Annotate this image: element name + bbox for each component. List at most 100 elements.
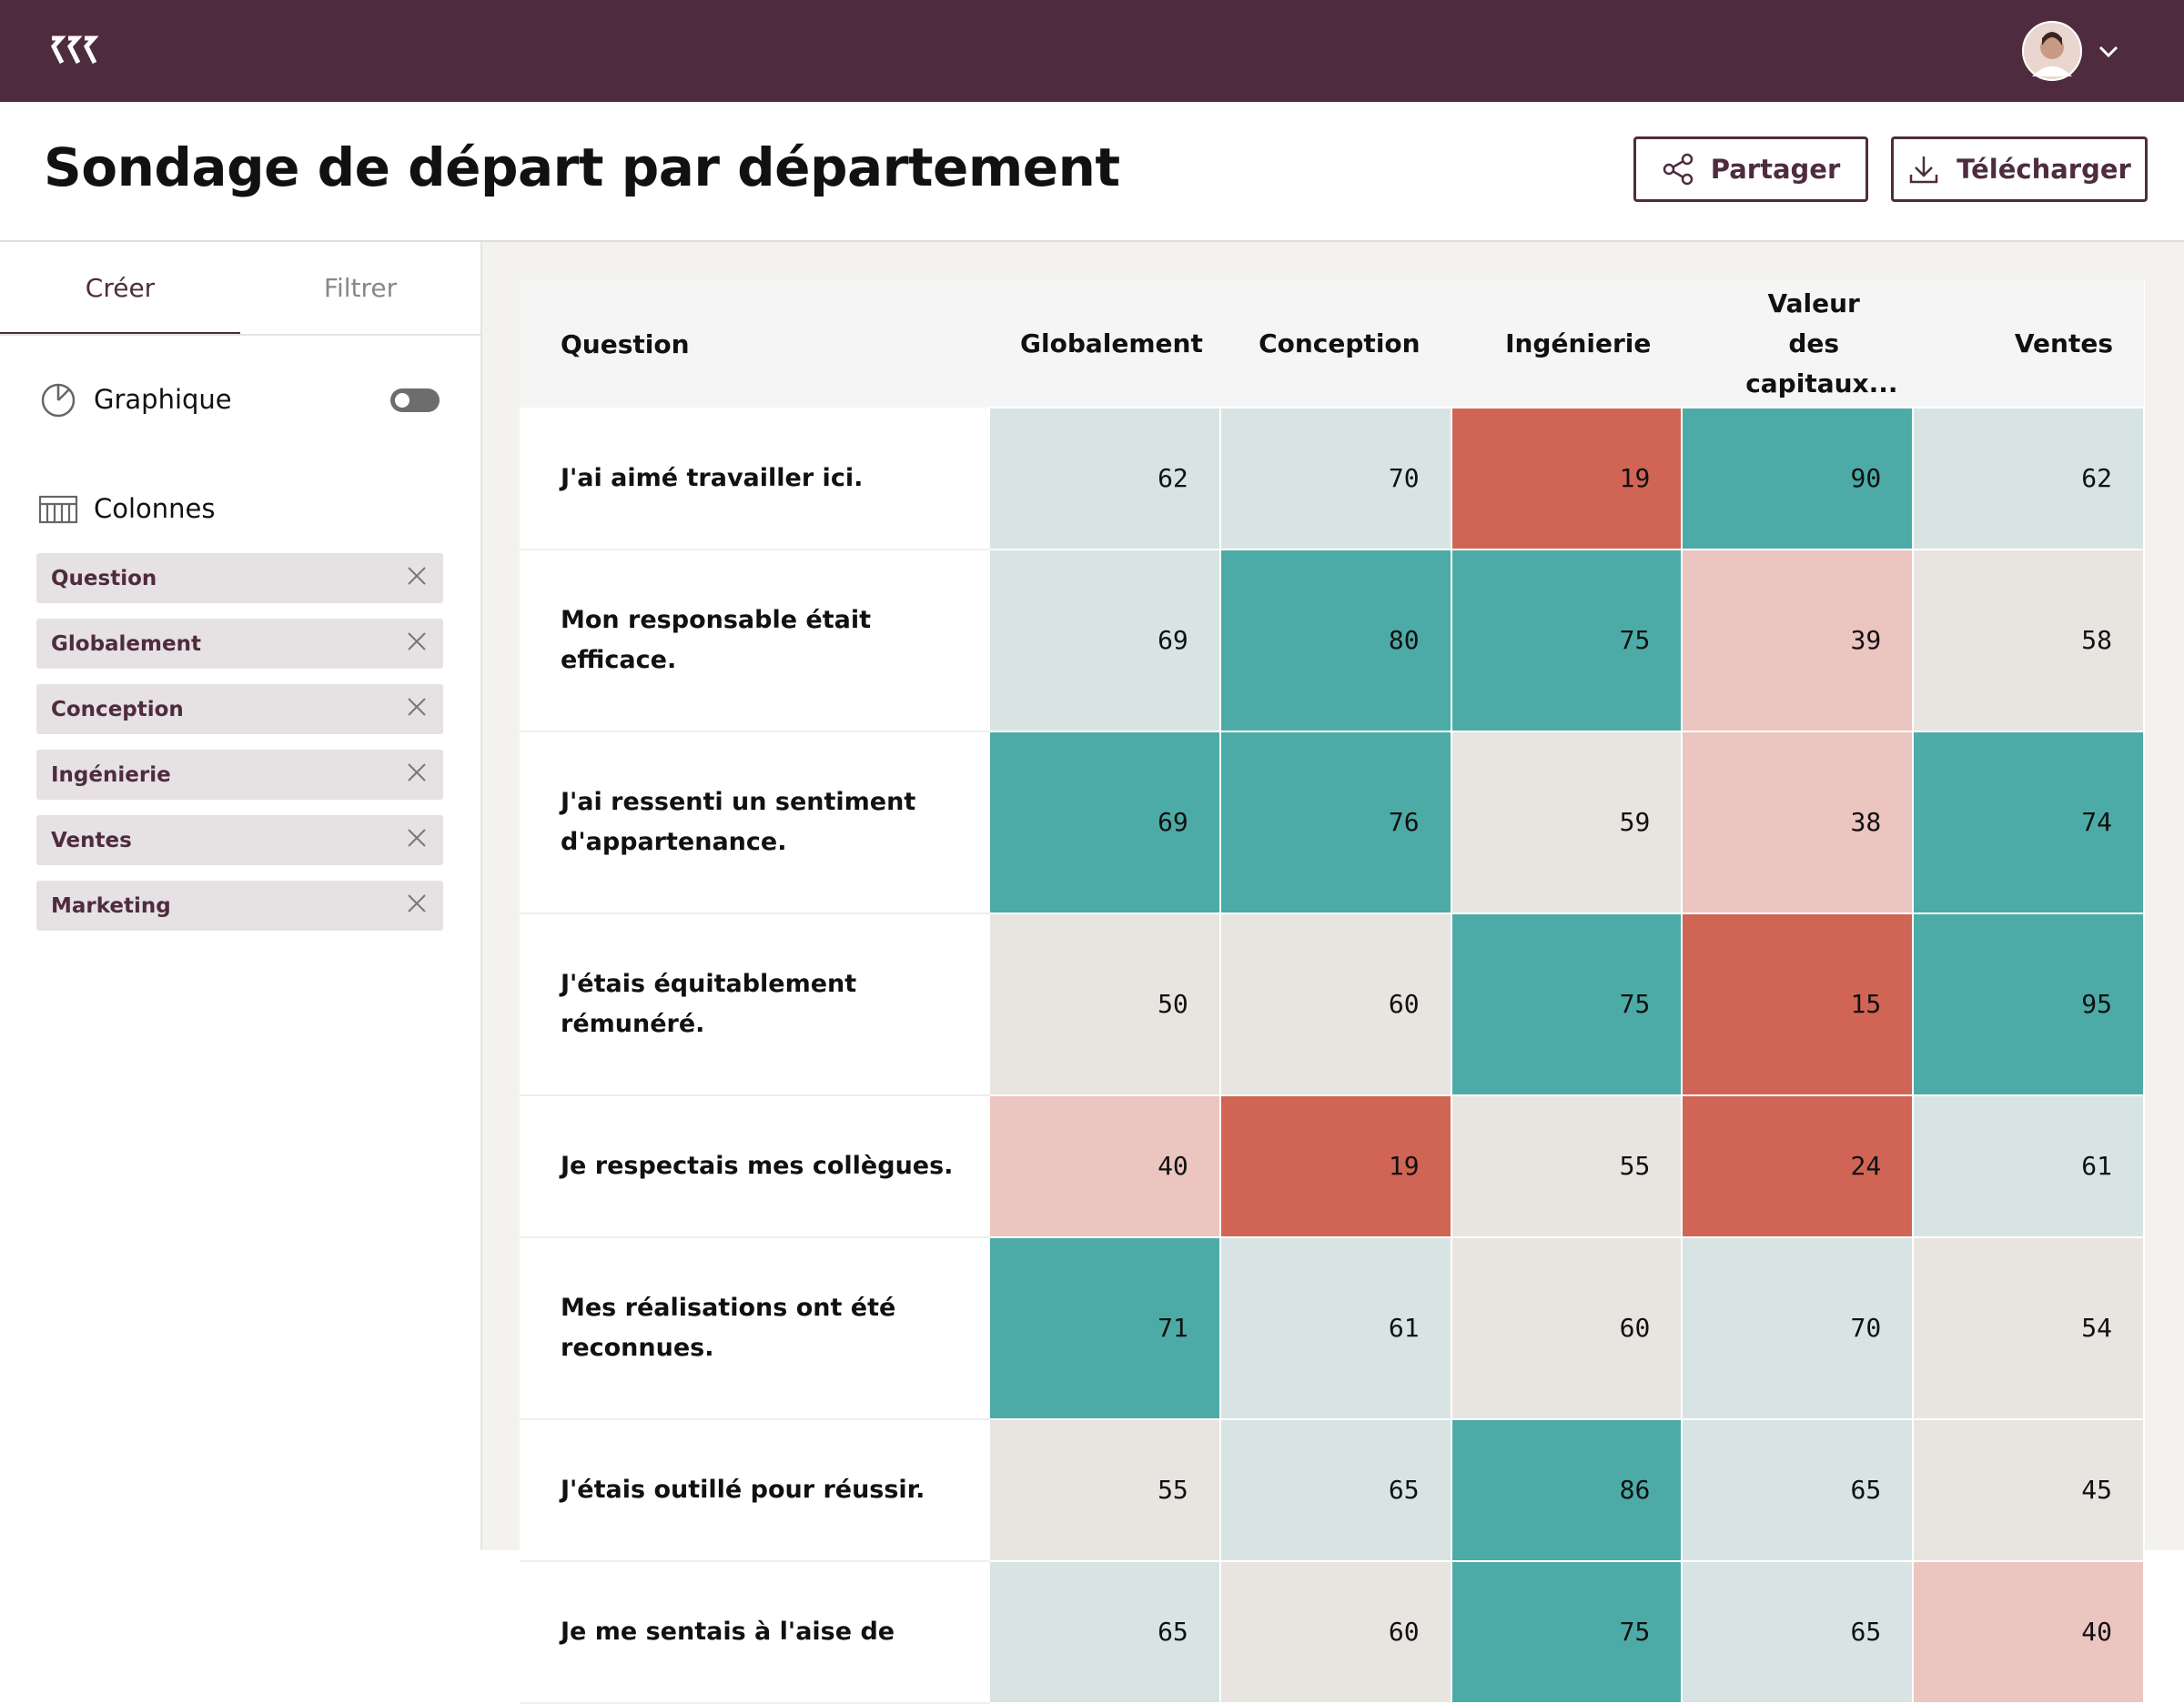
value-cell: 58: [1912, 549, 2145, 732]
button-label: Partager: [1710, 154, 1841, 185]
table-row: J'ai ressenti un sentiment d'appartenanc…: [520, 731, 2145, 914]
value-cell: 95: [1912, 912, 2145, 1096]
value-cell: 15: [1681, 912, 1915, 1096]
value-cell: 65: [1218, 1418, 1452, 1562]
remove-button[interactable]: [407, 828, 427, 853]
column-header[interactable]: Question: [520, 281, 989, 408]
chip-label: Marketing: [51, 893, 171, 918]
question-cell: J'étais équitablement rémunéré.: [520, 913, 989, 1096]
user-menu[interactable]: [2020, 20, 2120, 82]
remove-button[interactable]: [407, 893, 427, 919]
close-icon: [408, 828, 426, 847]
question-text: J'ai ressenti un sentiment d'appartenanc…: [561, 788, 916, 856]
value-cell: 69: [988, 731, 1221, 914]
logo[interactable]: [49, 35, 98, 67]
close-icon: [408, 566, 426, 585]
value-cell: 24: [1681, 1094, 1915, 1238]
chart-icon: [41, 383, 76, 418]
value-cell: 76: [1218, 731, 1452, 914]
value-cell: 70: [1218, 407, 1452, 550]
page-title: Sondage de départ par département: [44, 136, 1120, 198]
download-button[interactable]: Télécharger: [1891, 136, 2148, 202]
value-cell: 86: [1450, 1418, 1684, 1562]
question-text: Mon responsable était efficace.: [561, 606, 872, 674]
value-cell: 90: [1681, 407, 1915, 550]
question-text: J'étais outillé pour réussir.: [561, 1476, 925, 1504]
value-cell: 39: [1681, 549, 1915, 732]
question-cell: J'ai aimé travailler ici.: [520, 408, 989, 550]
chip-label: Ventes: [51, 828, 132, 852]
value-cell: 50: [988, 912, 1221, 1096]
tab[interactable]: Filtrer: [323, 273, 398, 303]
toggle[interactable]: [389, 388, 440, 415]
question-cell: Je me sentais à l'aise de: [520, 1561, 989, 1704]
question-cell: Je respectais mes collègues.: [520, 1095, 989, 1238]
value-cell: 61: [1912, 1094, 2145, 1238]
column-header[interactable]: Valeur des capitaux...: [1682, 281, 1914, 408]
columns-label: Colonnes: [94, 493, 216, 524]
header-label: Question: [561, 328, 690, 359]
chip-label: Ingénierie: [51, 762, 171, 787]
value-cell: 75: [1450, 912, 1684, 1096]
column-chip: Globalement: [36, 619, 443, 669]
table-row: Je respectais mes collègues. 40 19 55 24 61: [520, 1094, 2145, 1238]
value-cell: 71: [988, 1236, 1221, 1420]
value-cell: 65: [1681, 1418, 1915, 1562]
value-cell: 19: [1450, 407, 1684, 550]
results-table: Question Globalement Conception Ingénierie V…: [520, 281, 2145, 1704]
value-cell: 40: [988, 1094, 1221, 1238]
divider: [0, 240, 2184, 242]
share-button[interactable]: Partager: [1633, 136, 1868, 202]
header-label: Ventes: [2014, 328, 2113, 358]
column-header[interactable]: Globalement: [989, 281, 1220, 408]
question-text: J'étais équitablement rémunéré.: [561, 970, 857, 1038]
value-cell: 54: [1912, 1236, 2145, 1420]
header-row: Question Globalement Conception Ingénierie V…: [520, 281, 2144, 408]
value-cell: 59: [1450, 731, 1684, 914]
question-text: Je respectais mes collègues.: [561, 1152, 954, 1180]
header-label: Globalement: [1020, 328, 1203, 358]
table-row: Mon responsable était efficace. 69 80 75 39 5…: [520, 549, 2145, 732]
value-cell: 45: [1912, 1418, 2145, 1562]
value-cell: 55: [1450, 1094, 1684, 1238]
header-label: Valeur des capitaux...: [1745, 288, 1898, 398]
value-cell: 65: [1681, 1560, 1915, 1704]
question-cell: J'ai ressenti un sentiment d'appartenanc…: [520, 731, 989, 914]
value-cell: 62: [1912, 407, 2145, 550]
remove-button[interactable]: [407, 631, 427, 657]
value-cell: 62: [988, 407, 1221, 550]
chip-label: Conception: [51, 697, 184, 721]
value-cell: 55: [988, 1418, 1221, 1562]
value-cell: 19: [1218, 1094, 1452, 1238]
value-cell: 69: [988, 549, 1221, 732]
value-cell: 70: [1681, 1236, 1915, 1420]
value-cell: 60: [1450, 1236, 1684, 1420]
value-cell: 60: [1218, 1560, 1452, 1704]
value-cell: 74: [1912, 731, 2145, 914]
value-cell: 65: [988, 1560, 1221, 1704]
column-chip: Ingénierie: [36, 750, 443, 800]
column-chip: Ventes: [36, 815, 443, 865]
remove-button[interactable]: [407, 697, 427, 722]
chip-label: Globalement: [51, 631, 201, 656]
column-chip: Marketing: [36, 881, 443, 931]
question-text: Mes réalisations ont été reconnues.: [561, 1294, 896, 1362]
header-label: Ingénierie: [1505, 328, 1652, 358]
remove-button[interactable]: [407, 566, 427, 591]
columns-icon: [38, 495, 78, 524]
toggle-label: Graphique: [94, 384, 232, 415]
value-cell: 75: [1450, 549, 1684, 732]
share-icon: [1663, 153, 1693, 186]
question-cell: Mes réalisations ont été reconnues.: [520, 1237, 989, 1420]
column-header[interactable]: Conception: [1219, 281, 1451, 408]
tab-divider: [0, 334, 480, 336]
table-row: Je me sentais à l'aise de 65 60 75 65 40: [520, 1560, 2145, 1704]
tab-active[interactable]: Créer: [85, 273, 156, 303]
table-body: J'ai aimé travailler ici. 62 70 19 90 62 Mon r…: [520, 407, 2145, 1704]
column-header[interactable]: Ventes: [1913, 281, 2144, 408]
table-row: Mes réalisations ont été reconnues. 71 61 6…: [520, 1236, 2145, 1420]
remove-button[interactable]: [407, 762, 427, 788]
value-cell: 60: [1218, 912, 1452, 1096]
button-label: Télécharger: [1956, 154, 2131, 185]
column-header[interactable]: Ingénierie: [1451, 281, 1683, 408]
